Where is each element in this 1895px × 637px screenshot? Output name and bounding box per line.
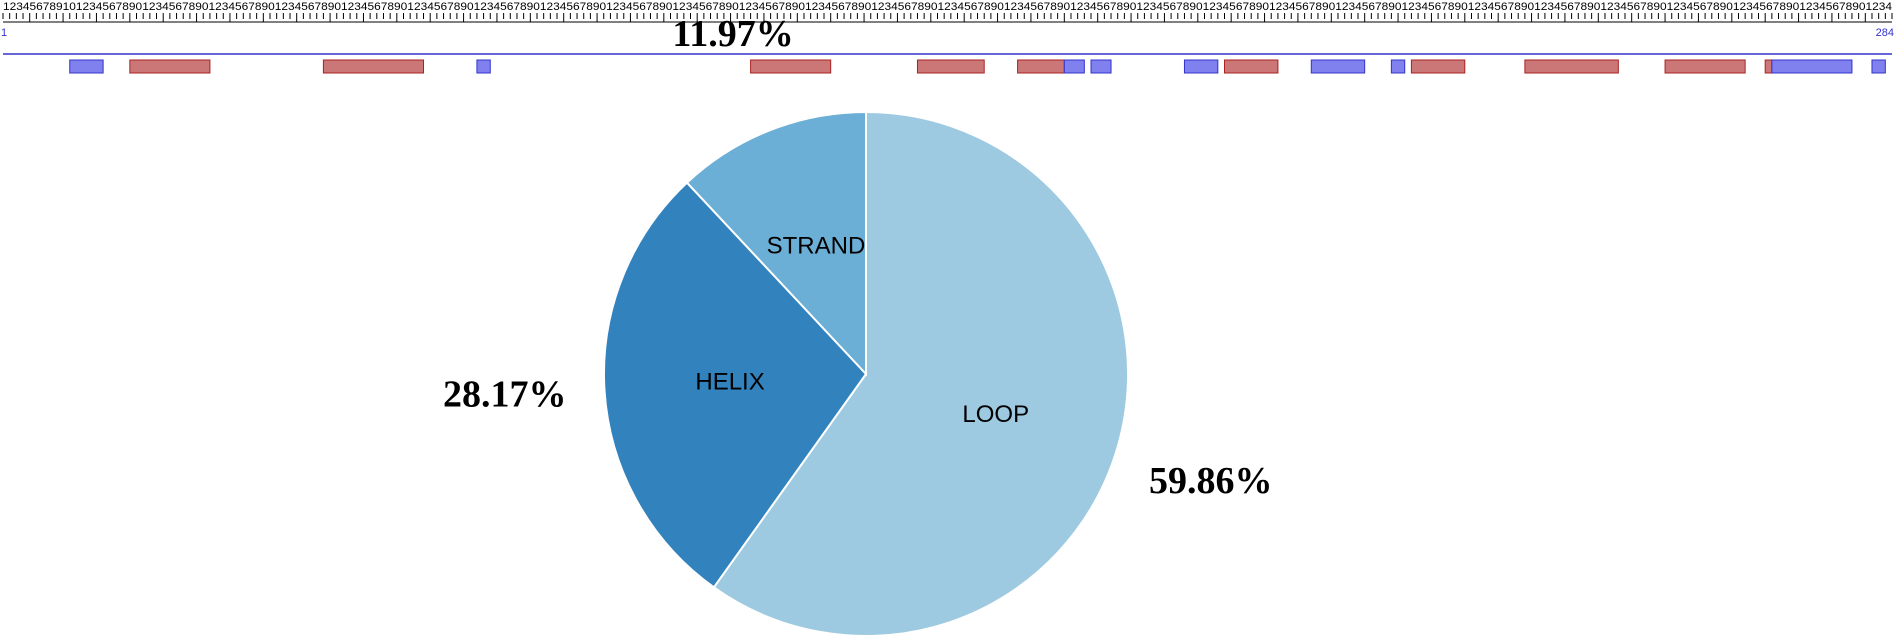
helix-segment — [750, 59, 832, 74]
pie-slice-helix — [603, 181, 868, 589]
sequence-track: 1234567891012345678901234567890123456789… — [1, 1, 1894, 74]
percent-label-loop: 59.86% — [1149, 460, 1273, 502]
slice-label-helix: HELIX — [695, 368, 764, 395]
sequence-end-label: 284 — [1876, 27, 1894, 39]
strand-segment — [1871, 59, 1886, 74]
strand-segment — [1063, 59, 1085, 74]
helix-segment — [1224, 59, 1279, 74]
pie-slice-loop — [712, 110, 1129, 637]
helix-segment — [1017, 59, 1065, 74]
strand-segment — [1310, 59, 1366, 74]
position-digit-labels: 1234567891012345678901234567890123456789… — [3, 1, 1892, 13]
structure-segments — [69, 59, 1886, 74]
percent-label-strand: 11.97% — [672, 13, 793, 55]
helix-segment — [1664, 59, 1746, 74]
strand-segment — [1390, 59, 1406, 74]
helix-segment — [322, 59, 425, 74]
helix-segment — [916, 59, 985, 74]
strand-segment — [476, 59, 491, 74]
pie-chart: LOOP 59.86% HELIX 28.17% STRAND 11.97% — [443, 13, 1273, 637]
strand-segment — [1183, 59, 1219, 74]
percent-label-helix: 28.17% — [443, 374, 567, 416]
slice-label-loop: LOOP — [962, 401, 1029, 428]
helix-segment — [129, 59, 211, 74]
helix-segment — [1410, 59, 1466, 74]
strand-segment — [1090, 59, 1112, 74]
helix-segment — [1764, 59, 1773, 74]
slice-label-strand: STRAND — [767, 233, 866, 260]
position-ticks — [2, 13, 1893, 23]
sequence-start-label: 1 — [1, 27, 7, 39]
strand-segment — [1771, 59, 1853, 74]
pie-slice-strand — [685, 110, 867, 377]
strand-segment — [69, 59, 104, 74]
helix-segment — [1524, 59, 1619, 74]
